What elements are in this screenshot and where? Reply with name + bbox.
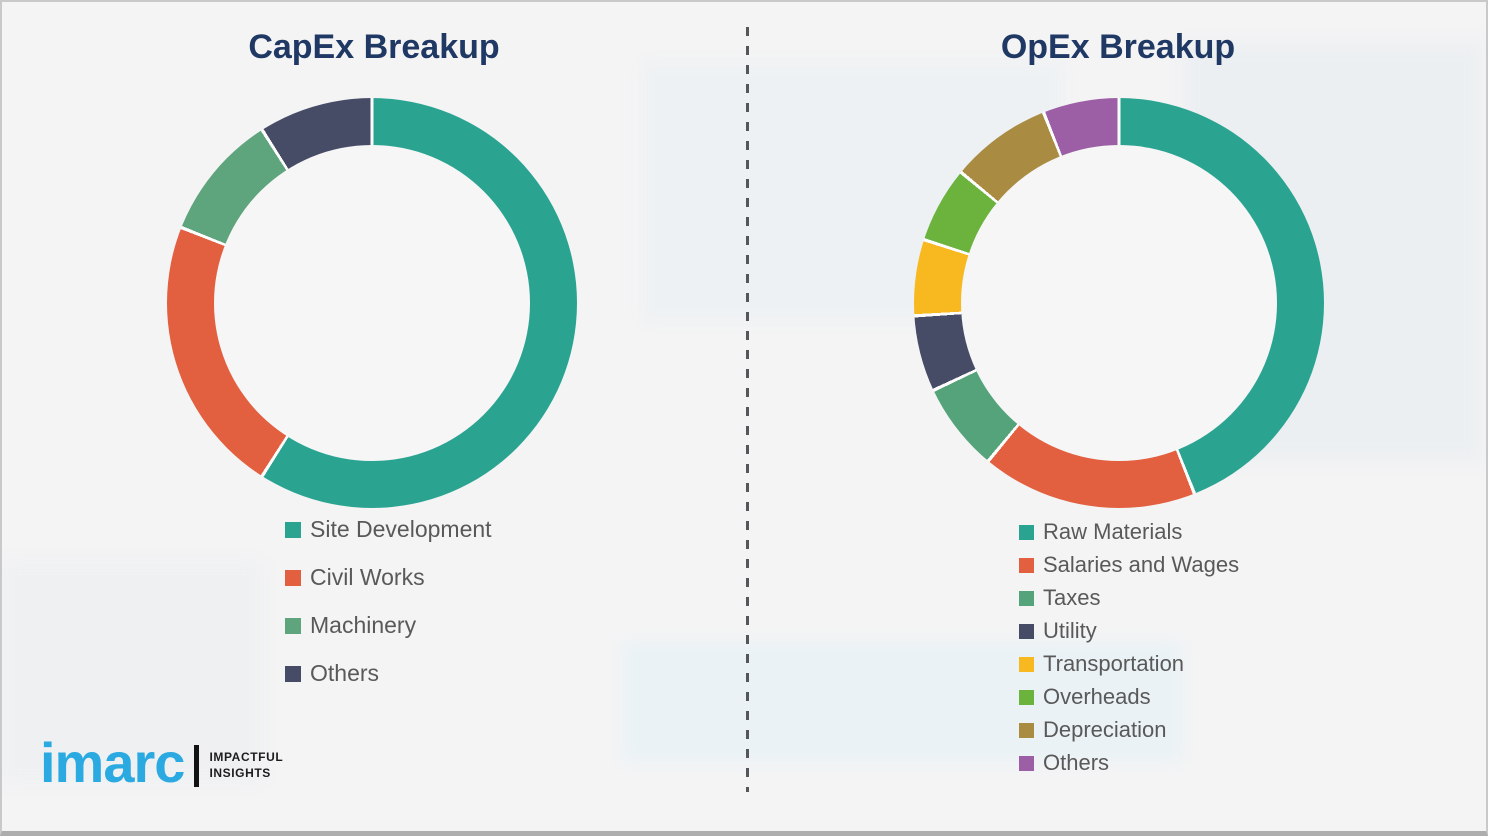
panel-divider-dashed-line bbox=[746, 27, 749, 792]
legend-item: Depreciation bbox=[1019, 717, 1239, 743]
opex-legend: Raw Materials Salaries and Wages Taxes Util… bbox=[1019, 519, 1239, 776]
legend-label: Transportation bbox=[1043, 651, 1185, 676]
legend-label: Machinery bbox=[310, 612, 417, 638]
legend-swatch bbox=[1019, 524, 1034, 540]
capex-donut-chart bbox=[167, 98, 577, 508]
legend-item: Transportation bbox=[1019, 651, 1239, 677]
legend-label: Depreciation bbox=[1043, 717, 1167, 742]
legend-item: Raw Materials bbox=[1019, 519, 1239, 545]
opex-panel: OpEx Breakup Raw Materials Salaries and W… bbox=[746, 2, 1486, 831]
imarc-logo: imarc IMPACTFUL INSIGHTS bbox=[40, 735, 283, 791]
legend-item: Taxes bbox=[1019, 585, 1239, 611]
legend-item: Civil Works bbox=[285, 564, 492, 591]
logo-tagline-line2: INSIGHTS bbox=[209, 766, 271, 780]
legend-swatch bbox=[1019, 590, 1034, 606]
capex-donut-hole bbox=[214, 145, 530, 461]
opex-donut-chart bbox=[914, 98, 1324, 508]
logo-tagline-line1: IMPACTFUL bbox=[209, 750, 284, 765]
legend-swatch bbox=[1019, 557, 1034, 573]
capex-panel: CapEx Breakup Site Development Civil Work… bbox=[2, 2, 746, 831]
legend-swatch bbox=[1019, 656, 1034, 672]
legend-label: Raw Materials bbox=[1043, 519, 1183, 544]
legend-label: Overheads bbox=[1043, 684, 1151, 709]
logo-divider-bar bbox=[194, 745, 200, 787]
legend-swatch bbox=[1019, 689, 1034, 705]
legend-swatch bbox=[285, 665, 301, 682]
legend-item: Site Development bbox=[285, 516, 492, 543]
legend-swatch bbox=[1019, 623, 1034, 639]
legend-swatch bbox=[1019, 755, 1034, 771]
legend-label: Civil Works bbox=[310, 564, 425, 590]
legend-label: Others bbox=[310, 660, 380, 686]
logo-tagline: IMPACTFUL INSIGHTS bbox=[209, 750, 283, 781]
legend-item: Overheads bbox=[1019, 684, 1239, 710]
legend-label: Site Development bbox=[310, 516, 492, 542]
capex-legend: Site Development Civil Works Machinery Othe… bbox=[285, 516, 492, 687]
legend-label: Salaries and Wages bbox=[1043, 552, 1240, 577]
legend-label: Taxes bbox=[1043, 585, 1101, 610]
legend-swatch bbox=[285, 617, 301, 634]
legend-item: Utility bbox=[1019, 618, 1239, 644]
legend-item: Others bbox=[1019, 750, 1239, 776]
legend-swatch bbox=[285, 569, 301, 586]
legend-label: Others bbox=[1043, 750, 1110, 775]
capex-title: CapEx Breakup bbox=[248, 28, 500, 66]
imarc-wordmark: imarc bbox=[40, 731, 185, 794]
opex-title: OpEx Breakup bbox=[1000, 28, 1236, 66]
legend-label: Utility bbox=[1043, 618, 1097, 643]
opex-donut-hole bbox=[961, 145, 1277, 461]
legend-item: Salaries and Wages bbox=[1019, 552, 1239, 578]
legend-item: Others bbox=[285, 660, 492, 687]
legend-item: Machinery bbox=[285, 612, 492, 639]
legend-swatch bbox=[285, 521, 301, 538]
legend-swatch bbox=[1019, 722, 1034, 738]
